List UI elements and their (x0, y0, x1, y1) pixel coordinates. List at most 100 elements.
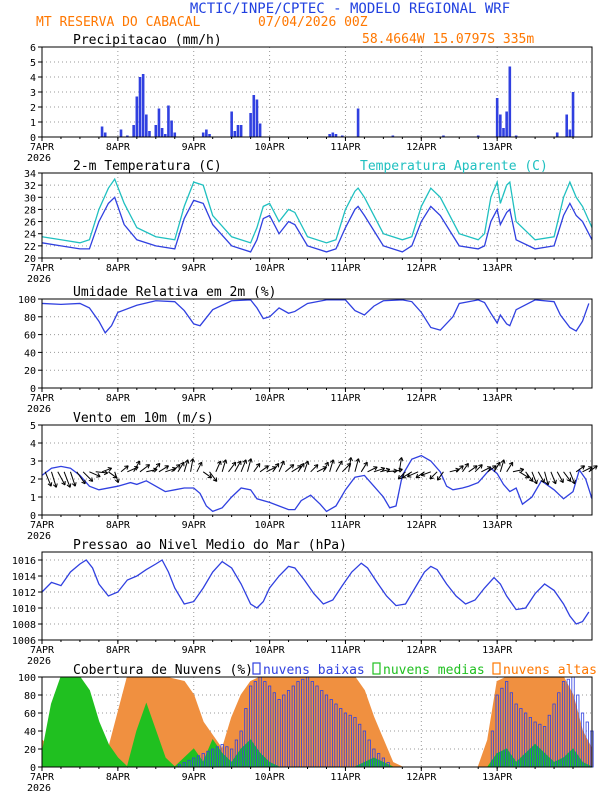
wind-arrowhead (528, 477, 534, 482)
x-tick-label: 8APR (106, 142, 131, 153)
wind-arrowhead (255, 462, 261, 468)
wind-arrowhead (304, 460, 310, 466)
wind-arrowhead (566, 477, 572, 482)
panel-title: Umidade Relativa em 2m (%) (73, 285, 277, 300)
wind-arrowhead (500, 459, 506, 464)
wind-vector (407, 471, 419, 478)
precip-bar (565, 114, 569, 137)
wind-arrowhead (52, 483, 58, 488)
precip-bar (508, 66, 512, 137)
y-tick-label: 100 (18, 673, 36, 684)
wind-arrowhead (533, 479, 538, 485)
wind-vector (481, 466, 492, 473)
x-tick-label: 13APR (482, 263, 513, 274)
wind-arrowhead (61, 480, 66, 486)
wind-vector (95, 471, 108, 474)
wind-arrowhead (464, 462, 469, 468)
wind-vector (360, 461, 368, 473)
y-tick-label: 34 (24, 169, 36, 180)
wind-vector (303, 460, 309, 472)
wind-arrowhead (313, 464, 319, 469)
precip-bar (100, 126, 104, 137)
wind-arrowhead (135, 460, 141, 466)
precip-bar (331, 132, 335, 137)
wind-vector (44, 471, 52, 487)
x-tick-label: 12APR (406, 393, 437, 404)
wind-arrowhead (88, 477, 94, 482)
x-tick-label: 13APR (482, 142, 513, 153)
precip-bar (230, 111, 233, 137)
precip-bar (135, 96, 139, 137)
precip-bar (499, 114, 502, 137)
wind-arrowhead (247, 458, 253, 463)
y-tick-label: 24 (24, 230, 36, 241)
legend-label: nuvens baixas (263, 663, 365, 678)
wind-vector (101, 467, 112, 473)
wind-vector (582, 466, 593, 473)
wind-arrowhead (198, 461, 203, 467)
precip-bar (236, 125, 240, 137)
wind-arrowhead (429, 474, 434, 480)
wind-arrowhead (420, 471, 426, 477)
wind-arrowhead (300, 462, 305, 468)
y-tick-label: 80 (24, 313, 36, 324)
panel-4: 1006 1008 1010 1012 1014 1016 7APR 8APR 9APR 10AP… (12, 538, 593, 667)
precip-bar (356, 108, 360, 137)
y-tick-label: 40 (24, 727, 36, 738)
wind-vector (63, 471, 71, 488)
wind-arrowhead (519, 467, 525, 473)
precip-bar (258, 123, 262, 137)
wind-vector (310, 464, 319, 473)
x-tick-label: 7APR (30, 142, 55, 153)
x-tick-label: 9APR (182, 772, 207, 783)
wind-arrowhead (145, 464, 151, 469)
wind-arrowhead (212, 477, 218, 482)
x-tick-label: 7APR (30, 645, 55, 656)
wind-vector (499, 459, 505, 472)
x-tick-label: 7APR (30, 772, 55, 783)
wind-arrowhead (459, 465, 464, 470)
wind-arrowhead (217, 460, 222, 466)
x-tick-label: 13APR (482, 393, 513, 404)
y-tick-label: 2 (30, 103, 36, 114)
precip-bar (328, 134, 331, 137)
x-tick-label: 11APR (330, 520, 361, 531)
wind-vector (421, 471, 431, 476)
wind-arrowhead (280, 460, 285, 466)
y-tick-label: 100 (18, 295, 36, 306)
legend-label: nuvens altas (503, 663, 597, 678)
wind-vector (133, 460, 141, 473)
x-tick-label: 10APR (255, 393, 286, 404)
precip-bar (103, 132, 107, 137)
wind-arrowhead (508, 461, 514, 467)
wind-arrowhead (274, 462, 280, 468)
wind-vector (537, 471, 545, 483)
precip-bar (340, 135, 344, 137)
wind-vector (120, 465, 129, 473)
legend-swatch (372, 662, 381, 675)
y-tick-label: 0 (30, 763, 36, 774)
precip-bar (505, 111, 508, 137)
wind-arrowhead (180, 461, 185, 467)
x-tick-label: 12APR (406, 645, 437, 656)
x-tick-label: 8APR (106, 645, 131, 656)
wind-vector (171, 464, 181, 473)
y-tick-label: 1006 (12, 636, 36, 647)
wind-arrowhead (155, 462, 161, 468)
precip-bar (138, 77, 142, 137)
x-year-label: 2026 (27, 404, 51, 415)
y-tick-label: 1 (30, 118, 36, 129)
wind-arrowhead (189, 458, 195, 463)
wind-vector (392, 468, 403, 473)
y-tick-label: 22 (24, 242, 36, 253)
wind-vector (215, 460, 222, 473)
wind-arrowhead (96, 473, 101, 478)
x-tick-label: 13APR (482, 645, 513, 656)
wind-arrowhead (559, 478, 564, 484)
wind-vector (556, 471, 564, 483)
y-tick-label: 30 (24, 193, 36, 204)
wind-vector (152, 463, 161, 473)
wind-vector (291, 465, 302, 473)
